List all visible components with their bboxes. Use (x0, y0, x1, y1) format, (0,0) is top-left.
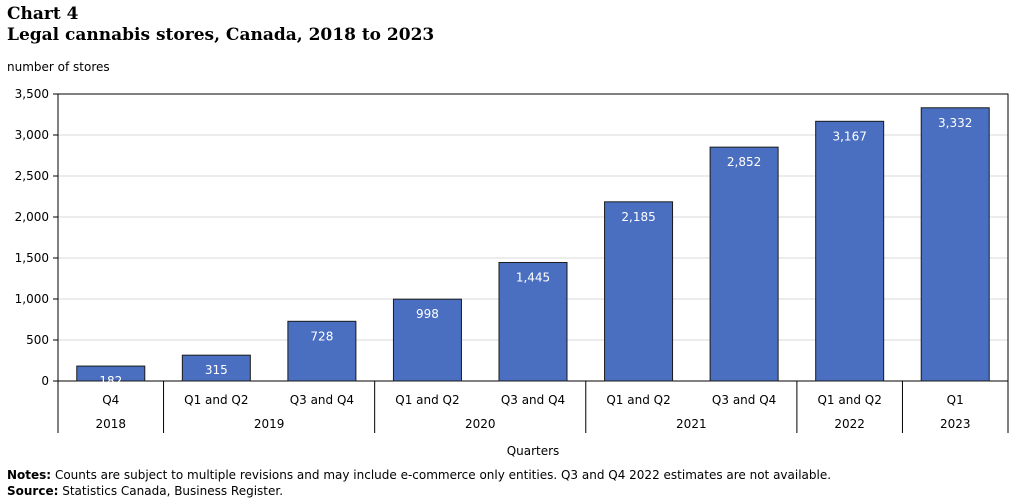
x-year-label: 2023 (940, 417, 971, 431)
x-year-label: 2022 (834, 417, 865, 431)
x-category-label: Q3 and Q4 (712, 393, 776, 407)
bar-value-label: 2,185 (621, 210, 655, 224)
notes-text: Counts are subject to multiple revisions… (54, 468, 832, 482)
bar-value-label: 3,167 (832, 129, 866, 143)
y-tick-label: 3,500 (15, 87, 49, 101)
y-tick-label: 1,000 (15, 292, 49, 306)
chart-title: Legal cannabis stores, Canada, 2018 to 2… (7, 25, 435, 45)
source-label: Source: (7, 484, 59, 498)
chart-number: Chart 4 (7, 4, 79, 24)
bar-value-label: 315 (205, 363, 228, 377)
y-tick-label: 1,500 (15, 251, 49, 265)
x-year-label: 2019 (254, 417, 285, 431)
notes-line: Notes: Counts are subject to multiple re… (7, 467, 831, 483)
bar (181, 354, 251, 382)
bar (392, 298, 462, 382)
bar-value-label: 1,445 (516, 271, 550, 285)
notes-label: Notes: (7, 468, 52, 482)
bar (604, 201, 674, 382)
bar-value-label: 3,332 (938, 116, 972, 130)
x-category-label: Q1 and Q2 (606, 393, 670, 407)
bar-value-label: 728 (310, 329, 333, 343)
x-category-label: Q1 (947, 393, 964, 407)
x-year-label: 2018 (96, 417, 127, 431)
bar-value-label: 998 (416, 307, 439, 321)
y-tick-label: 500 (26, 333, 49, 347)
bar-value-label: 2,852 (727, 155, 761, 169)
x-category-label: Q3 and Q4 (290, 393, 354, 407)
x-category-label: Q1 and Q2 (395, 393, 459, 407)
source-text: Statistics Canada, Business Register. (62, 484, 284, 498)
x-category-label: Q3 and Q4 (501, 393, 565, 407)
bar-value-label: 182 (99, 374, 122, 388)
x-axis-title: Quarters (507, 444, 560, 458)
bar (498, 262, 568, 382)
y-tick-label: 0 (41, 374, 49, 388)
x-year-label: 2020 (465, 417, 496, 431)
source-line: Source: Statistics Canada, Business Regi… (7, 483, 831, 499)
bar (709, 146, 779, 382)
x-category-label: Q4 (102, 393, 119, 407)
bar-chart: 0 500 1,000 1,500 2,000 2,500 3,000 3,500 182 315… (15, 87, 1009, 458)
x-category-label: Q1 and Q2 (817, 393, 881, 407)
y-axis-label: number of stores (7, 60, 110, 74)
chart-header: Chart 4 Legal cannabis stores, Canada, 2… (7, 4, 434, 46)
bar (287, 320, 357, 382)
chart-notes: Notes: Counts are subject to multiple re… (7, 467, 831, 499)
y-tick-label: 2,000 (15, 210, 49, 224)
x-year-label: 2021 (676, 417, 707, 431)
y-tick-label: 3,000 (15, 128, 49, 142)
bar (815, 120, 885, 382)
x-category-label: Q1 and Q2 (184, 393, 248, 407)
bar (920, 107, 990, 382)
y-tick-label: 2,500 (15, 169, 49, 183)
bar (76, 365, 146, 382)
